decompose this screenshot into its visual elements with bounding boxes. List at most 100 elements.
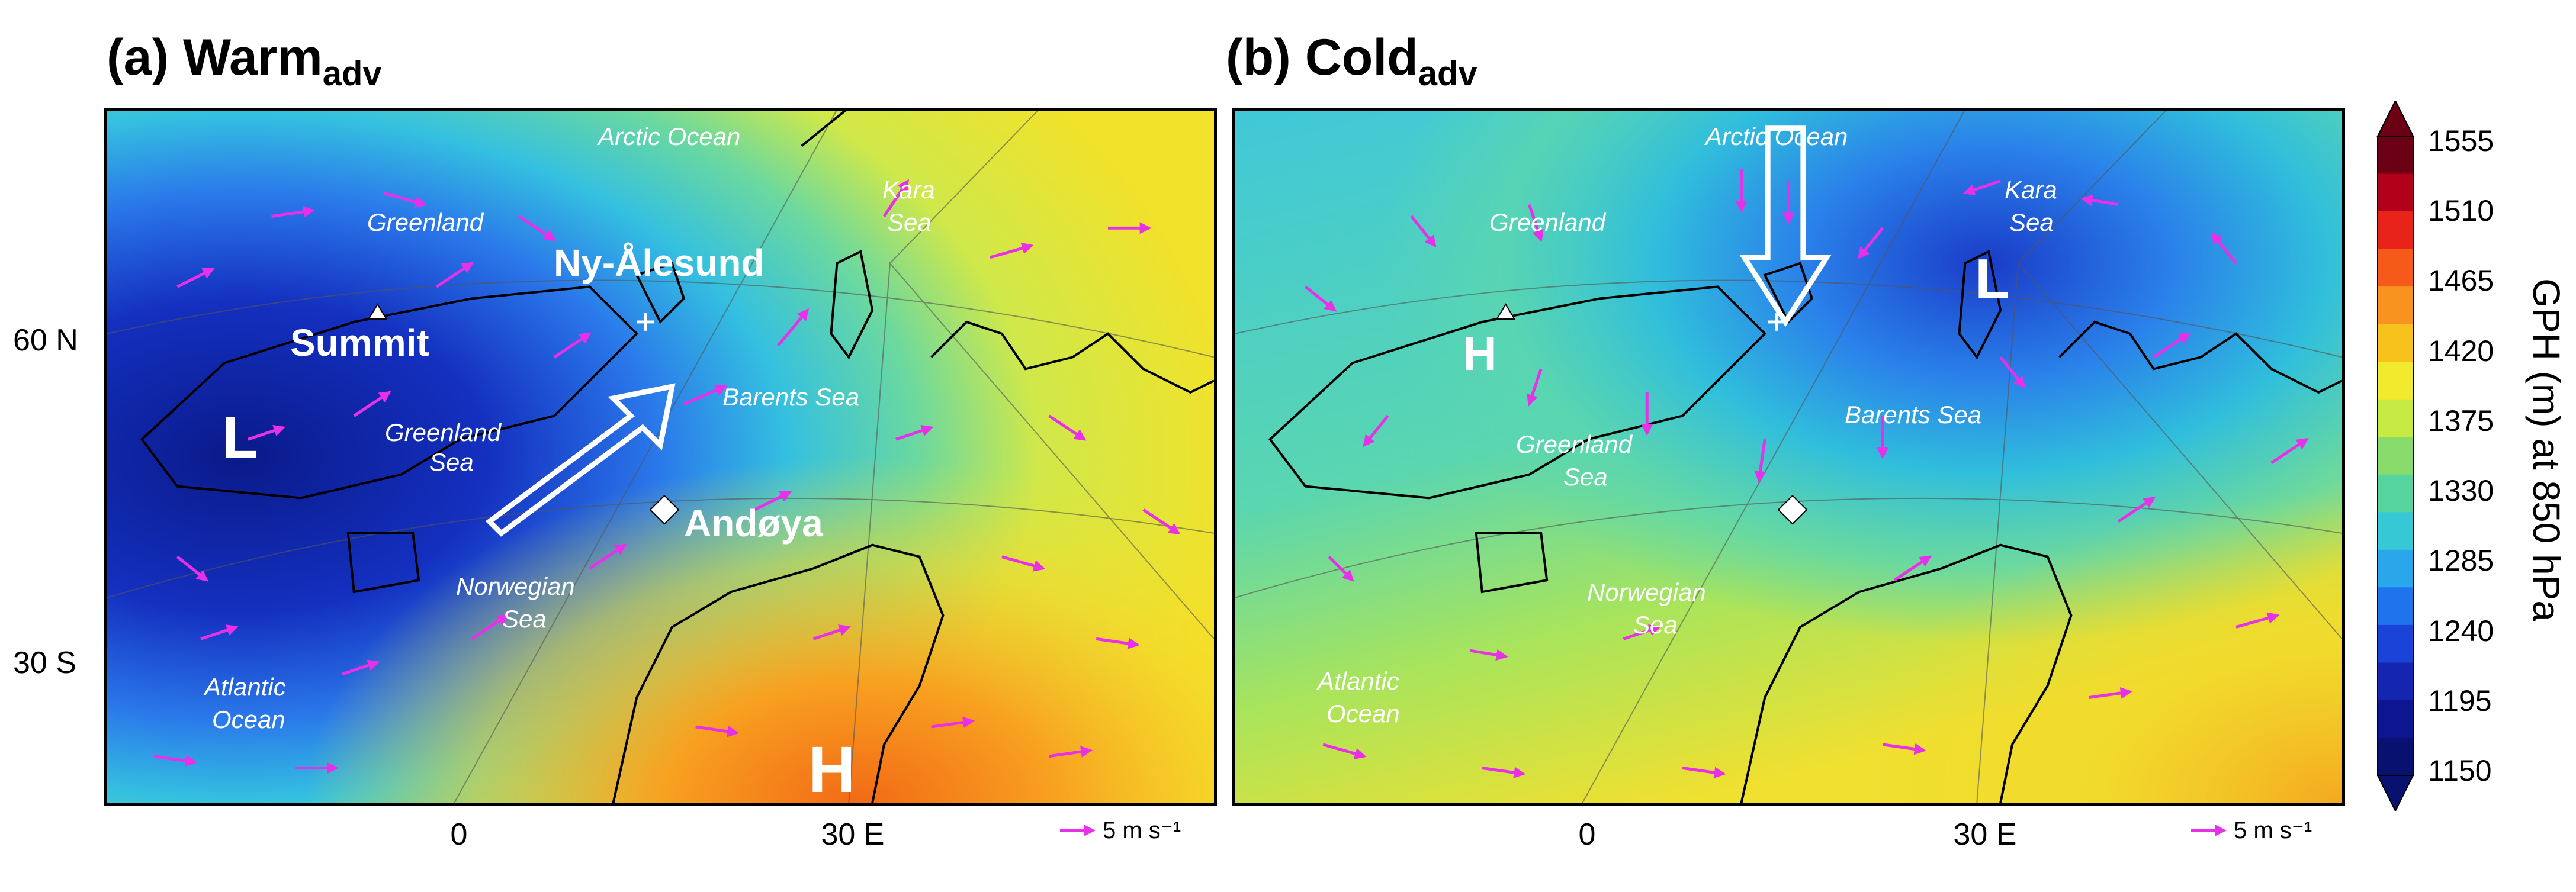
franz-josef-coast: [801, 111, 847, 147]
ny-alesund-marker-icon-cold: [1768, 313, 1786, 331]
label-greenland-sea-1: Greenland: [385, 418, 502, 446]
label-barents-sea: Barents Sea: [722, 383, 860, 411]
graticule-warm: [107, 111, 1214, 803]
map-panel-cold: Arctic Ocean Greenland Greenland Sea Kar…: [1232, 108, 2345, 806]
colorbar-segment: [2378, 662, 2413, 701]
label-greenland-sea-b-1: Greenland: [1516, 430, 1633, 458]
colorbar-segment: [2378, 512, 2413, 550]
map-warm-svg: [107, 111, 1214, 803]
label-norwegian-1: Norwegian: [456, 572, 575, 600]
colorbar-segment: [2378, 437, 2413, 475]
colorbar-tick-label: 1420: [2428, 334, 2494, 368]
label-atlantic-b-2: Ocean: [1326, 700, 1400, 727]
panel-b-title-subscript: adv: [1418, 54, 1477, 93]
lat-label-60n: 60 N: [13, 323, 78, 358]
colorbar-tick-label: 1555: [2428, 124, 2494, 157]
colorbar-segment: [2378, 324, 2413, 362]
wind-reference-b: 5 m s⁻¹: [2191, 817, 2312, 844]
label-greenland-b: Greenland: [1489, 208, 1606, 236]
colorbar-tick-label: 1150: [2428, 754, 2492, 787]
colorbar-segment: [2378, 624, 2413, 663]
colorbar-extend-top: [2376, 99, 2414, 137]
lat-label-30s: 30 S: [13, 646, 76, 680]
panel-a-title-text: (a) Warm: [107, 29, 323, 86]
scandinavia-coast: [612, 543, 945, 803]
label-norwegian-2: Sea: [502, 605, 547, 633]
panel-a-title-subscript: adv: [322, 54, 382, 93]
colorbar-segment: [2378, 474, 2413, 513]
wind-reference-a: 5 m s⁻¹: [1060, 817, 1181, 844]
colorbar-segment: [2378, 286, 2413, 325]
high-pressure-center-warm: H: [808, 733, 856, 806]
cold-advection-arrow: [1739, 125, 1832, 327]
wind-vectors-warm: [153, 179, 1181, 774]
label-kara-b-1: Kara: [2005, 176, 2057, 204]
russia-coast: [930, 320, 1214, 394]
colorbar-segment: [2378, 587, 2413, 626]
wind-reference-arrow-icon-b: [2191, 825, 2227, 836]
colorbar-segment: [2378, 249, 2413, 287]
label-greenland-sea-b-2: Sea: [1563, 463, 1608, 491]
colorbar-tick-label: 1240: [2428, 614, 2494, 648]
colorbar-segment: [2378, 700, 2413, 738]
label-summit: Summit: [290, 321, 429, 364]
colorbar-tick-label: 1375: [2428, 404, 2494, 437]
colorbar-svg: [2376, 99, 2414, 813]
colorbar-segment: [2378, 173, 2413, 212]
colorbar-segment: [2378, 362, 2413, 400]
label-norwegian-b-2: Sea: [1633, 611, 1678, 639]
andoya-marker-icon-cold: [1777, 494, 1808, 525]
wind-reference-a-text: 5 m s⁻¹: [1103, 817, 1181, 843]
colorbar-segment: [2378, 211, 2413, 250]
svalbard-coast: [635, 262, 686, 324]
warm-advection-arrow: [485, 383, 676, 537]
lon-label-b-30e: 30 E: [1953, 817, 2017, 852]
colorbar-extend-bottom: [2376, 775, 2414, 813]
lon-label-b-0: 0: [1578, 817, 1596, 852]
label-ny-alesund: Ny-Ålesund: [554, 241, 765, 284]
lon-label-a-0: 0: [450, 817, 468, 852]
colorbar-tick-label: 1195: [2428, 684, 2492, 717]
panel-a-title: (a) Warmadv: [107, 28, 382, 94]
colorbar-tick-label: 1330: [2428, 474, 2494, 508]
label-greenland-sea-2: Sea: [429, 448, 474, 476]
map-cold-svg: [1235, 111, 2342, 803]
wind-reference-b-text: 5 m s⁻¹: [2234, 817, 2312, 843]
colorbar-label: GPH (m) at 850 hPa: [2525, 278, 2568, 621]
panel-b-title: (b) Coldadv: [1226, 28, 1477, 94]
colorbar-tick-label: 1465: [2428, 264, 2494, 298]
colorbar-segment: [2378, 399, 2413, 437]
label-atlantic-b-1: Atlantic: [1318, 667, 1399, 695]
label-andoya: Andøya: [684, 502, 823, 545]
colorbar: [2369, 99, 2422, 813]
label-atlantic-1: Atlantic: [204, 673, 286, 701]
label-kara-1: Kara: [882, 176, 935, 204]
summit-marker-icon: [367, 303, 388, 320]
map-panel-warm: Arctic Ocean Greenland Greenland Sea Kar…: [104, 108, 1217, 806]
colorbar-segment: [2378, 738, 2413, 776]
colorbar-tick-label: 1510: [2428, 194, 2494, 228]
label-atlantic-2: Ocean: [212, 706, 285, 733]
label-barents-sea-b: Barents Sea: [1845, 401, 1982, 429]
coastlines-warm: [140, 111, 1214, 803]
high-pressure-field-warm: [107, 111, 1214, 803]
ny-alesund-marker-icon: [637, 313, 655, 331]
greenland-coast: [140, 285, 639, 500]
wind-reference-arrow-icon: [1060, 825, 1096, 836]
high-pressure-center-cold: H: [1463, 327, 1497, 380]
colorbar-tick-label: 1285: [2428, 544, 2494, 578]
label-arctic-ocean: Arctic Ocean: [598, 123, 741, 150]
low-pressure-center-cold: L: [1975, 247, 2010, 311]
iceland-coast: [346, 532, 420, 594]
summit-marker-icon-cold: [1495, 303, 1516, 320]
wind-vectors-cold: [1304, 169, 2309, 778]
andoya-marker-icon: [649, 494, 680, 525]
colorbar-border: [2377, 136, 2414, 776]
label-norwegian-b-1: Norwegian: [1587, 578, 1706, 606]
novaya-zemlya-coast: [830, 250, 874, 360]
label-arctic-ocean-b: Arctic Ocean: [1705, 123, 1848, 150]
label-greenland: Greenland: [367, 208, 484, 236]
colorbar-segment: [2378, 549, 2413, 588]
label-kara-b-2: Sea: [2009, 208, 2054, 236]
graticule-cold: [1235, 111, 2342, 803]
